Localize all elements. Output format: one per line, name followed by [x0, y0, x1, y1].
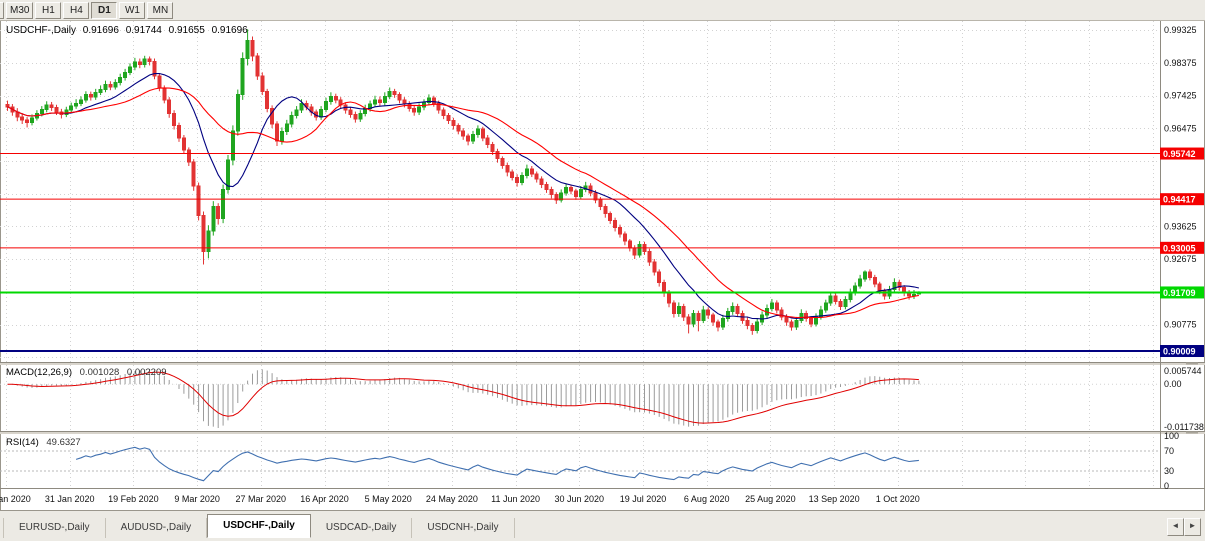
- price-tick-label: 0.93625: [1164, 221, 1197, 231]
- price-axis[interactable]: 0.99325 0.98375 0.97425 0.96475 0.93625 0.926…: [1160, 21, 1204, 491]
- price-tick-label: 0.99325: [1164, 25, 1197, 35]
- price-tick-label: 0.92675: [1164, 254, 1197, 264]
- date-label: 19 Feb 2020: [108, 494, 159, 504]
- moving-averages: [7, 72, 920, 320]
- level-lines[interactable]: [0, 153, 1160, 353]
- price-badge: [1160, 193, 1204, 206]
- price-tick-label: 0.96475: [1164, 123, 1197, 133]
- date-label: 6 Aug 2020: [684, 494, 730, 504]
- chart-tab-audusd[interactable]: AUDUSD-,Daily: [106, 518, 208, 538]
- date-label: 24 May 2020: [426, 494, 478, 504]
- rsi-axis-label: 0: [1164, 481, 1169, 491]
- date-label: 13 Jan 2020: [0, 494, 31, 504]
- chart-tab-eurusd[interactable]: EURUSD-,Daily: [3, 518, 106, 538]
- price-tick-label: 0.97425: [1164, 91, 1197, 101]
- tab-scroll-left-icon[interactable]: ◄: [1167, 518, 1184, 536]
- price-badge: [1160, 286, 1204, 299]
- date-label: 30 Jun 2020: [555, 494, 605, 504]
- macd-axis-label: -0.011738: [1164, 422, 1204, 432]
- price-badge: [1160, 241, 1204, 254]
- price-badge: [1160, 147, 1204, 160]
- chart-tab-bar: EURUSD-,Daily AUDUSD-,Daily USDCHF-,Daily U…: [0, 510, 1205, 541]
- date-label: 5 May 2020: [365, 494, 412, 504]
- macd-axis-label: 0.00: [1164, 379, 1182, 389]
- date-label: 1 Oct 2020: [876, 494, 920, 504]
- timeframe-button-partial[interactable]: [0, 1, 4, 19]
- chart-tabs: EURUSD-,Daily AUDUSD-,Daily USDCHF-,Daily U…: [3, 514, 515, 538]
- tab-scroll-right-icon[interactable]: ►: [1184, 518, 1201, 536]
- rsi-axis-label: 70: [1164, 446, 1174, 456]
- price-tick-label: 0.98375: [1164, 58, 1197, 68]
- chart-tab-usdcad[interactable]: USDCAD-,Daily: [311, 518, 413, 538]
- chart-tab-usdcnh[interactable]: USDCNH-,Daily: [412, 518, 515, 538]
- chart-canvas[interactable]: 0.99325 0.98375 0.97425 0.96475 0.93625 0.926…: [0, 21, 1205, 510]
- time-axis[interactable]: 13 Jan 2020 31 Jan 2020 19 Feb 2020 9 Mar 2…: [0, 494, 920, 504]
- candles: [5, 29, 921, 335]
- rsi-axis-label: 100: [1164, 431, 1179, 441]
- rsi-axis-label: 30: [1164, 466, 1174, 476]
- macd-axis-label: 0.005744: [1164, 366, 1202, 376]
- tab-scroll: ◄ ►: [1167, 518, 1201, 536]
- price-badge-label: 0.94417: [1163, 195, 1196, 205]
- price-badge-label: 0.90009: [1163, 347, 1196, 357]
- date-label: 25 Aug 2020: [745, 494, 796, 504]
- date-label: 11 Jun 2020: [491, 494, 540, 504]
- price-badge-label: 0.91709: [1163, 288, 1196, 298]
- toolbar: M30 H1 H4 D1 W1 MN: [0, 0, 1205, 21]
- date-label: 19 Jul 2020: [620, 494, 667, 504]
- date-label: 27 Mar 2020: [236, 494, 287, 504]
- timeframe-button-m30[interactable]: M30: [6, 1, 34, 19]
- price-tick-label: 0.90775: [1164, 320, 1197, 330]
- panel-splitters[interactable]: [0, 362, 1205, 489]
- date-label: 31 Jan 2020: [45, 494, 95, 504]
- chart-tab-usdchf[interactable]: USDCHF-,Daily: [207, 514, 311, 538]
- date-label: 13 Sep 2020: [809, 494, 860, 504]
- rsi-panel: [0, 446, 1160, 482]
- date-label: 9 Mar 2020: [174, 494, 220, 504]
- timeframe-button-d1[interactable]: D1: [91, 1, 118, 19]
- timeframe-button-h4[interactable]: H4: [63, 1, 90, 19]
- timeframe-button-h1[interactable]: H1: [35, 1, 62, 19]
- timeframe-button-mn[interactable]: MN: [147, 1, 174, 19]
- grid: [0, 21, 1160, 488]
- price-badge-label: 0.93005: [1163, 243, 1196, 253]
- timeframe-button-w1[interactable]: W1: [119, 1, 146, 19]
- macd-panel: [0, 369, 1160, 428]
- price-badge-label: 0.95742: [1163, 149, 1196, 159]
- date-label: 16 Apr 2020: [300, 494, 349, 504]
- price-badge: [1160, 345, 1204, 358]
